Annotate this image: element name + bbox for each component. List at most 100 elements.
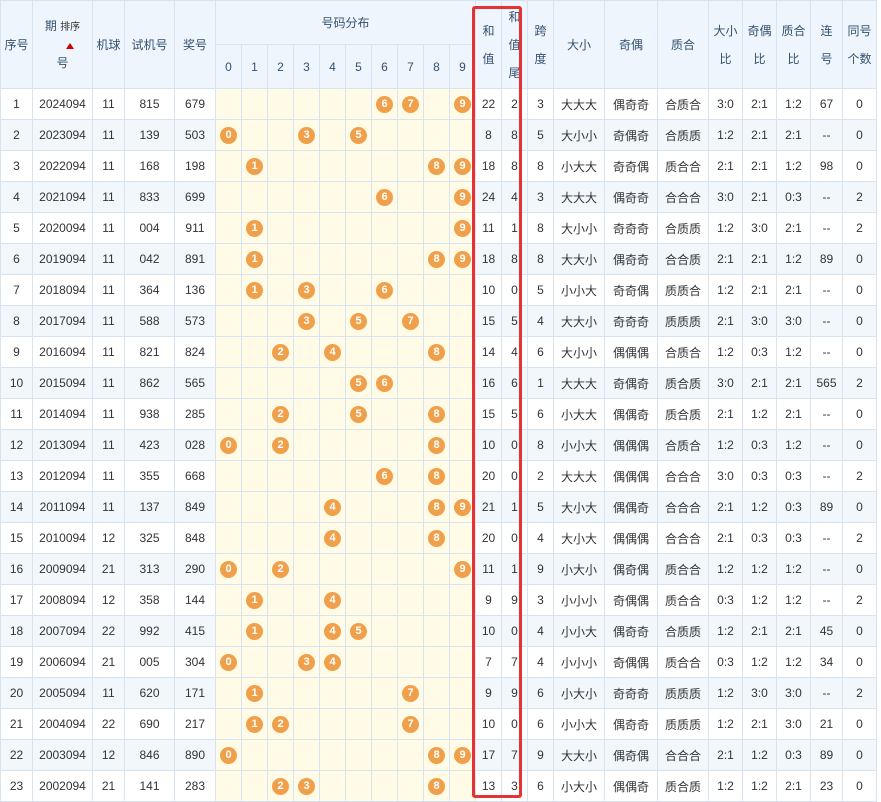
dist-cell: [241, 398, 268, 430]
cell-period: 2018094: [32, 274, 93, 306]
cell-prime-ratio: 1:2: [776, 584, 811, 616]
dist-cell: 8: [423, 522, 450, 554]
dist-cell: [241, 739, 268, 771]
dist-cell: [397, 491, 424, 523]
cell-size: 小大小: [553, 770, 605, 802]
cell-parity-ratio: 3:0: [742, 305, 777, 337]
cell-tail: 8: [501, 150, 528, 182]
cell-same: 2: [842, 460, 877, 492]
cell-sum: 21: [475, 491, 502, 523]
dist-cell: [449, 522, 476, 554]
dist-cell: [449, 367, 476, 399]
number-ball: 8: [428, 343, 445, 361]
cell-tail: 9: [501, 584, 528, 616]
cell-period: 2003094: [32, 739, 93, 771]
dist-cell: [345, 677, 372, 709]
cell-prime: 质合合: [657, 584, 709, 616]
cell-seq: 19: [0, 646, 33, 678]
cell-prize: 848: [174, 522, 216, 554]
cell-prime-ratio: 2:1: [776, 119, 811, 151]
cell-span: 8: [527, 243, 554, 275]
cell-machine: 11: [92, 88, 125, 120]
dist-cell: [267, 522, 294, 554]
cell-prime-ratio: 0:3: [776, 522, 811, 554]
cell-same: 2: [842, 522, 877, 554]
cell-parity: 偶偶偶: [604, 460, 658, 492]
number-ball: 5: [350, 126, 367, 144]
col-consec-header: 连号: [810, 0, 843, 89]
dist-cell: [215, 677, 242, 709]
table-row: 13 2012094 11 355 668 6 8 20 0 2 大大大 偶偶偶 合合合 3:0 0:3 0:…: [0, 460, 877, 492]
cell-trial: 423: [124, 429, 175, 461]
cell-seq: 6: [0, 243, 33, 275]
cell-consec: --: [810, 336, 843, 368]
cell-prime-ratio: 2:1: [776, 615, 811, 647]
cell-seq: 21: [0, 708, 33, 740]
dist-cell: 1: [241, 584, 268, 616]
cell-period: 2013094: [32, 429, 93, 461]
cell-sum: 24: [475, 181, 502, 213]
col-period-header[interactable]: 期 排序 号: [32, 0, 93, 89]
cell-size-ratio: 1:2: [708, 274, 743, 306]
dist-cell: [345, 522, 372, 554]
cell-parity: 奇奇奇: [604, 212, 658, 244]
dist-cell: 3: [293, 770, 320, 802]
cell-consec: --: [810, 553, 843, 585]
cell-prize: 285: [174, 398, 216, 430]
dist-cell: 5: [345, 615, 372, 647]
sort-button[interactable]: 排序: [60, 12, 80, 49]
dist-cell: [371, 243, 398, 275]
cell-prize: 283: [174, 770, 216, 802]
dist-cell: [345, 708, 372, 740]
cell-parity-ratio: 2:1: [742, 367, 777, 399]
dist-cell: [319, 305, 346, 337]
number-ball: 9: [454, 560, 471, 578]
dist-cell: [397, 739, 424, 771]
number-ball: 8: [428, 777, 445, 795]
dist-cell: [241, 491, 268, 523]
cell-parity: 偶偶奇: [604, 770, 658, 802]
cell-same: 0: [842, 305, 877, 337]
cell-span: 3: [527, 584, 554, 616]
dist-cell: [371, 150, 398, 182]
cell-size: 小小大: [553, 615, 605, 647]
digit-header: 7: [397, 44, 424, 89]
dist-cell: 2: [267, 398, 294, 430]
dist-cell: [319, 429, 346, 461]
number-ball: 9: [454, 746, 471, 764]
col-span-header: 跨度: [527, 0, 554, 89]
dist-cell: 8: [423, 770, 450, 802]
cell-size: 大小大: [553, 522, 605, 554]
dist-cell: [215, 460, 242, 492]
dist-cell: [345, 553, 372, 585]
dist-cell: 1: [241, 243, 268, 275]
digit-header: 6: [371, 44, 398, 89]
dist-cell: [371, 584, 398, 616]
cell-machine: 21: [92, 553, 125, 585]
cell-size: 大大大: [553, 181, 605, 213]
cell-parity-ratio: 2:1: [742, 88, 777, 120]
dist-cell: [423, 553, 450, 585]
col-machine-header: 机球: [92, 0, 125, 89]
cell-size: 大小小: [553, 119, 605, 151]
cell-consec: --: [810, 212, 843, 244]
cell-machine: 22: [92, 708, 125, 740]
dist-cell: [371, 739, 398, 771]
dist-cell: [449, 336, 476, 368]
cell-prime-ratio: 1:2: [776, 429, 811, 461]
cell-span: 9: [527, 553, 554, 585]
cell-prime: 质质质: [657, 708, 709, 740]
dist-cell: [215, 770, 242, 802]
cell-same: 2: [842, 212, 877, 244]
dist-cell: 6: [371, 274, 398, 306]
cell-same: 0: [842, 739, 877, 771]
cell-machine: 22: [92, 615, 125, 647]
cell-period: 2024094: [32, 88, 93, 120]
cell-tail: 1: [501, 491, 528, 523]
number-ball: 3: [298, 126, 315, 144]
cell-prize: 028: [174, 429, 216, 461]
cell-tail: 8: [501, 119, 528, 151]
cell-period: 2016094: [32, 336, 93, 368]
cell-prize: 911: [174, 212, 216, 244]
cell-prize: 849: [174, 491, 216, 523]
